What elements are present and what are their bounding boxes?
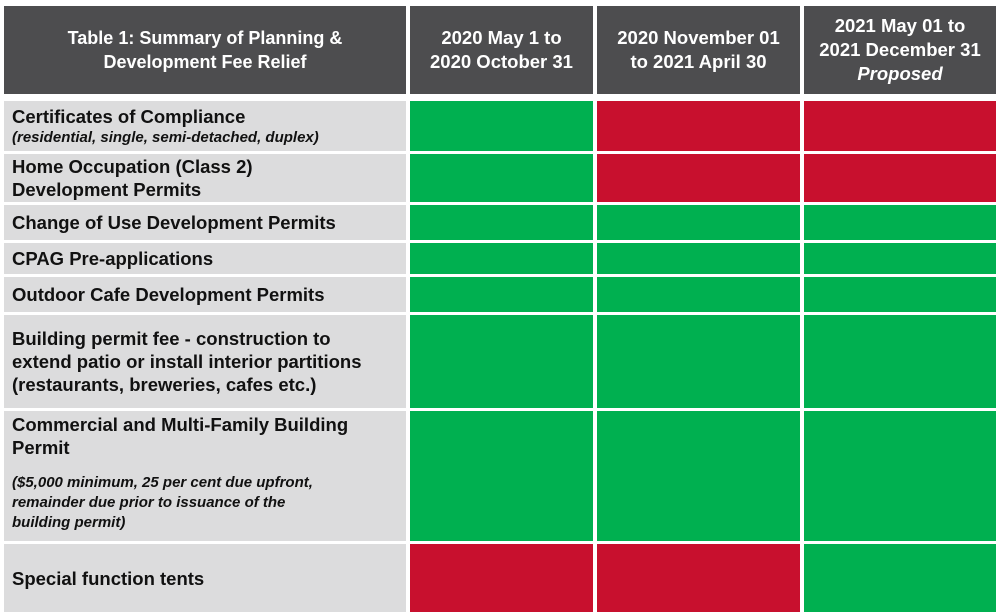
- status-cell: [410, 315, 593, 408]
- status-cell: [410, 277, 593, 312]
- status-cell: [804, 277, 996, 312]
- table-title: Table 1: Summary of Planning & Developme…: [4, 6, 406, 94]
- status-cell: [410, 154, 593, 202]
- row-label-note: (residential, single, semi-detached, dup…: [12, 128, 319, 146]
- row-label: Building permit fee - construction to ex…: [4, 315, 406, 408]
- row-label-text: Commercial and Multi-Family Building: [12, 414, 349, 435]
- status-cell: [410, 243, 593, 274]
- row-label: Certificates of Compliance (residential,…: [4, 101, 406, 151]
- status-cell: [410, 205, 593, 240]
- row-label-text: Special function tents: [12, 567, 205, 589]
- row-label-text: CPAG Pre-applications: [12, 248, 214, 269]
- status-cell: [804, 101, 996, 151]
- row-label-note: ($5,000 minimum, 25 per cent due upfront…: [12, 474, 313, 491]
- column-header-line: 2020 November 01: [617, 27, 780, 48]
- status-cell: [804, 154, 996, 202]
- status-cell: [597, 277, 800, 312]
- status-cell: [410, 411, 593, 541]
- row-label: Outdoor Cafe Development Permits: [4, 277, 406, 312]
- row-label-text: Development Permits: [12, 179, 202, 200]
- status-cell: [597, 544, 800, 612]
- row-label-text: Permit: [12, 437, 70, 458]
- table-title-line1: Table 1: Summary of Planning &: [67, 28, 343, 48]
- status-cell: [804, 205, 996, 240]
- row-label-text: (restaurants, breweries, cafes etc.): [12, 374, 317, 395]
- table-title-line2: Development Fee Relief: [103, 52, 307, 72]
- status-cell: [804, 315, 996, 408]
- status-cell: [597, 243, 800, 274]
- status-cell: [410, 101, 593, 151]
- column-header-line: 2021 May 01 to: [834, 15, 966, 36]
- status-cell: [804, 411, 996, 541]
- column-header: 2021 May 01 to 2021 December 31 Proposed: [804, 6, 996, 94]
- row-label: Special function tents: [4, 544, 406, 612]
- fee-relief-table: Table 1: Summary of Planning & Developme…: [4, 6, 996, 612]
- row-label: Commercial and Multi-Family Building Per…: [4, 411, 406, 541]
- row-label: Home Occupation (Class 2) Development Pe…: [4, 154, 406, 202]
- status-cell: [597, 411, 800, 541]
- row-label-text: Certificates of Compliance: [12, 105, 246, 127]
- status-cell: [597, 154, 800, 202]
- column-header-line: 2020 May 1 to: [441, 27, 562, 48]
- column-header-line: to 2021 April 30: [630, 51, 767, 72]
- row-label-text: extend patio or install interior partiti…: [12, 351, 362, 372]
- status-cell: [597, 205, 800, 240]
- status-cell: [804, 243, 996, 274]
- status-cell: [597, 101, 800, 151]
- row-label: Change of Use Development Permits: [4, 205, 406, 240]
- row-label-text: Building permit fee - construction to: [12, 328, 331, 349]
- spacer: [12, 459, 398, 473]
- column-header-line: 2020 October 31: [430, 51, 573, 72]
- row-label: CPAG Pre-applications: [4, 243, 406, 274]
- row-label-text: Change of Use Development Permits: [12, 212, 336, 233]
- status-cell: [804, 544, 996, 612]
- row-label-note: remainder due prior to issuance of the: [12, 494, 286, 511]
- column-header: 2020 May 1 to 2020 October 31: [410, 6, 593, 94]
- column-header: 2020 November 01 to 2021 April 30: [597, 6, 800, 94]
- status-cell: [597, 315, 800, 408]
- row-label-text: Outdoor Cafe Development Permits: [12, 284, 325, 305]
- row-label-text: Home Occupation (Class 2): [12, 156, 253, 177]
- status-cell: [410, 544, 593, 612]
- row-label-note: building permit): [12, 514, 126, 531]
- column-header-line: 2021 December 31: [819, 39, 981, 60]
- proposed-label: Proposed: [857, 63, 943, 84]
